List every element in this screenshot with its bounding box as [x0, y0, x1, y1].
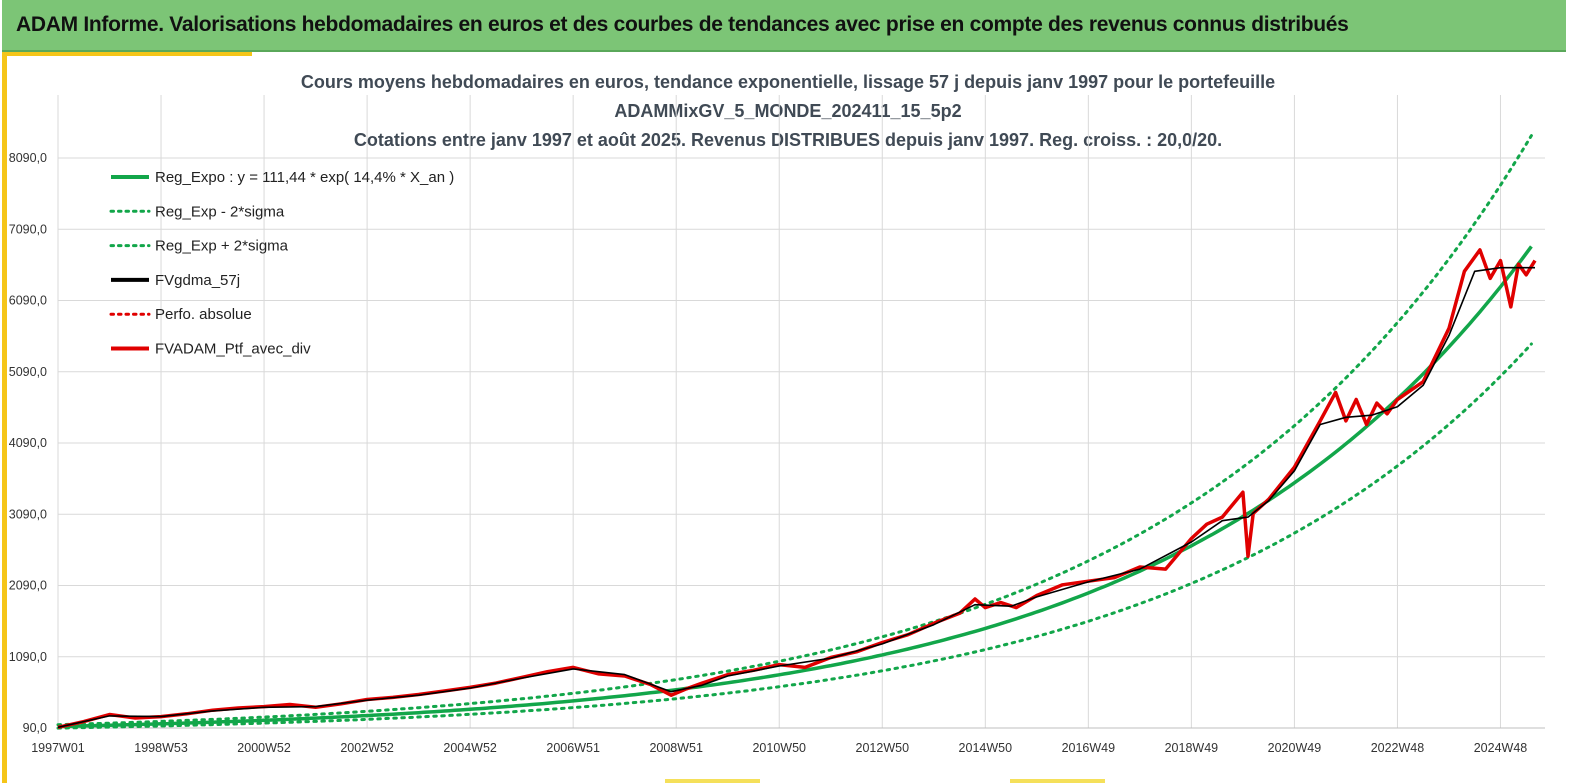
x-axis: 1997W01 1998W53 2000W52 2002W52 2004W52 2006W… — [31, 741, 1527, 755]
accent-bar-bottom — [1010, 779, 1105, 783]
x-tick-label: 2010W50 — [752, 741, 806, 755]
x-tick-label: 2002W52 — [340, 741, 394, 755]
y-tick-label: 7090,0 — [9, 222, 47, 236]
y-axis: 90,0 1090,0 2090,0 3090,0 4090,0 5090,0 6090,0… — [9, 151, 47, 735]
x-tick-label: 2006W51 — [546, 741, 600, 755]
y-tick-label: 90,0 — [23, 721, 47, 735]
chart-grid — [57, 95, 1545, 729]
x-tick-label: 1998W53 — [134, 741, 188, 755]
page-title: ADAM Informe. Valorisations hebdomadaire… — [16, 13, 1349, 36]
x-tick-label: 2024W48 — [1474, 741, 1528, 755]
x-tick-label: 2004W52 — [443, 741, 497, 755]
x-tick-label: 2014W50 — [959, 741, 1013, 755]
x-tick-label: 2016W49 — [1062, 741, 1116, 755]
x-tick-label: 2000W52 — [237, 741, 291, 755]
header-banner: ADAM Informe. Valorisations hebdomadaire… — [2, 0, 1566, 52]
plot-area — [56, 134, 1537, 730]
x-tick-label: 2022W48 — [1371, 741, 1425, 755]
legend: Reg_Expo : y = 111,44 * exp( 14,4% * X_a… — [109, 169, 454, 358]
series-line-fvgdma-57j — [57, 266, 1535, 729]
y-tick-label: 4090,0 — [9, 436, 47, 450]
legend-label: Reg_Expo : y = 111,44 * exp( 14,4% * X_a… — [155, 169, 454, 186]
series-line-reg-expo — [57, 245, 1533, 729]
x-tick-label: 2008W51 — [649, 741, 703, 755]
series-line-reg-exp-minus-2-sigma — [56, 342, 1533, 730]
legend-label: Perfo. absolue — [155, 306, 252, 323]
y-tick-label: 5090,0 — [9, 365, 47, 379]
accent-bar-bottom — [665, 779, 760, 783]
y-tick-label: 8090,0 — [9, 151, 47, 165]
series-line-fvadam-ptf-avec-div — [57, 248, 1537, 730]
accent-bar-top — [2, 52, 252, 56]
y-tick-label: 6090,0 — [9, 294, 47, 308]
legend-label: FVgdma_57j — [155, 272, 240, 289]
y-tick-label: 1090,0 — [9, 650, 47, 664]
x-tick-label: 2012W50 — [856, 741, 910, 755]
chart-title-line-1: Cours moyens hebdomadaires en euros, ten… — [301, 72, 1275, 92]
legend-label: Reg_Exp + 2*sigma — [155, 238, 289, 255]
legend-label: FVADAM_Ptf_avec_div — [155, 341, 311, 358]
chart-title-line-2: ADAMMixGV_5_MONDE_202411_15_5p2 — [614, 101, 961, 121]
x-tick-label: 1997W01 — [31, 741, 85, 755]
series-line-reg-exp-plus-2-sigma — [56, 134, 1533, 727]
y-tick-label: 3090,0 — [9, 507, 47, 521]
chart-title-line-3: Cotations entre janv 1997 et août 2025. … — [354, 130, 1222, 150]
x-tick-label: 2018W49 — [1165, 741, 1219, 755]
y-tick-label: 2090,0 — [9, 579, 47, 593]
legend-label: Reg_Exp - 2*sigma — [155, 203, 285, 220]
x-tick-label: 2020W49 — [1268, 741, 1322, 755]
accent-bar-left — [2, 52, 7, 783]
